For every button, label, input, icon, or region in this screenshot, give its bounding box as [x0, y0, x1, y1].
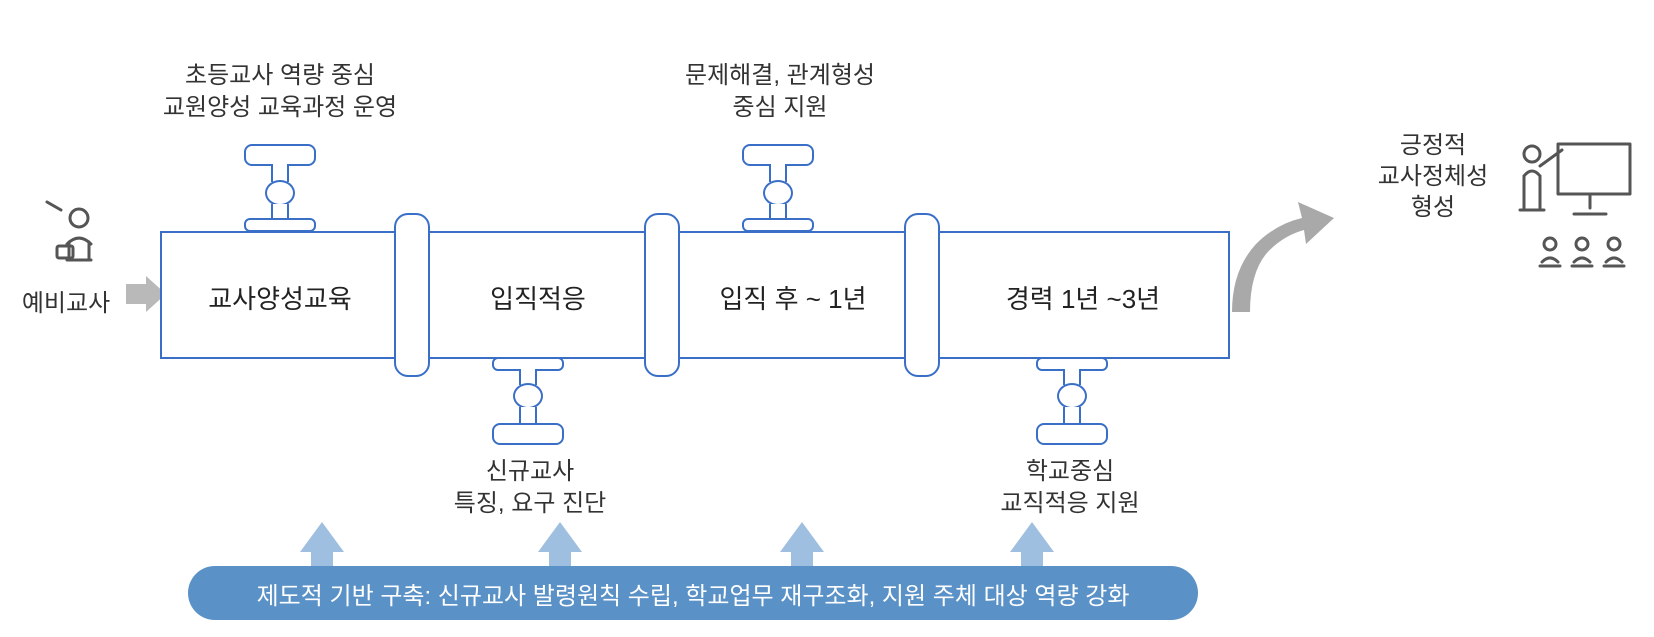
valve-bottom-2-line1: 학교중심	[1026, 458, 1114, 485]
valve-top-2-line1: 문제해결, 관계형성	[685, 62, 875, 89]
footer-text: 제도적 기반 구축: 신규교사 발령원칙 수립, 학교업무 재구조화, 지원 주…	[257, 576, 1130, 611]
valve-top-1	[244, 144, 316, 232]
valve-top-2-line2: 중심 지원	[733, 94, 828, 121]
valve-bottom-1-label: 신규교사 특징, 요구 진단	[400, 456, 660, 521]
end-label-line2: 교사정체성	[1378, 163, 1488, 190]
valve-top-1-line1: 초등교사 역량 중심	[185, 62, 375, 89]
valve-bottom-2	[1036, 357, 1108, 445]
output-arrow-icon	[1226, 200, 1336, 335]
valve-bottom-1-line1: 신규교사	[486, 458, 574, 485]
pipe-flange-1	[394, 213, 430, 377]
end-label: 긍정적 교사정체성 형성	[1358, 130, 1508, 224]
stage-label-2: 입직적응	[438, 279, 638, 316]
stage-label-1: 교사양성교육	[175, 279, 385, 316]
valve-bottom-2-label: 학교중심 교직적응 지원	[940, 456, 1200, 521]
valve-bottom-1-line2: 특징, 요구 진단	[454, 490, 606, 517]
valve-bottom-1	[492, 357, 564, 445]
footer-bar: 제도적 기반 구축: 신규교사 발령원칙 수립, 학교업무 재구조화, 지원 주…	[188, 566, 1198, 620]
pipe-flange-3	[904, 213, 940, 377]
end-label-line1: 긍정적	[1400, 132, 1466, 159]
start-label: 예비교사	[6, 288, 126, 319]
valve-top-1-line2: 교원양성 교육과정 운영	[163, 94, 397, 121]
classroom-icon	[1510, 136, 1640, 281]
stage-label-4: 경력 1년 ~3년	[948, 279, 1218, 316]
pipe-flange-2	[644, 213, 680, 377]
valve-bottom-2-line2: 교직적응 지원	[1000, 490, 1139, 517]
start-icon	[20, 200, 130, 280]
stage-label-3: 입직 후 ~ 1년	[688, 279, 898, 316]
valve-top-1-label: 초등교사 역량 중심 교원양성 교육과정 운영	[130, 60, 430, 125]
valve-top-2-label: 문제해결, 관계형성 중심 지원	[640, 60, 920, 125]
valve-top-2	[742, 144, 814, 232]
end-label-line3: 형성	[1411, 194, 1455, 221]
